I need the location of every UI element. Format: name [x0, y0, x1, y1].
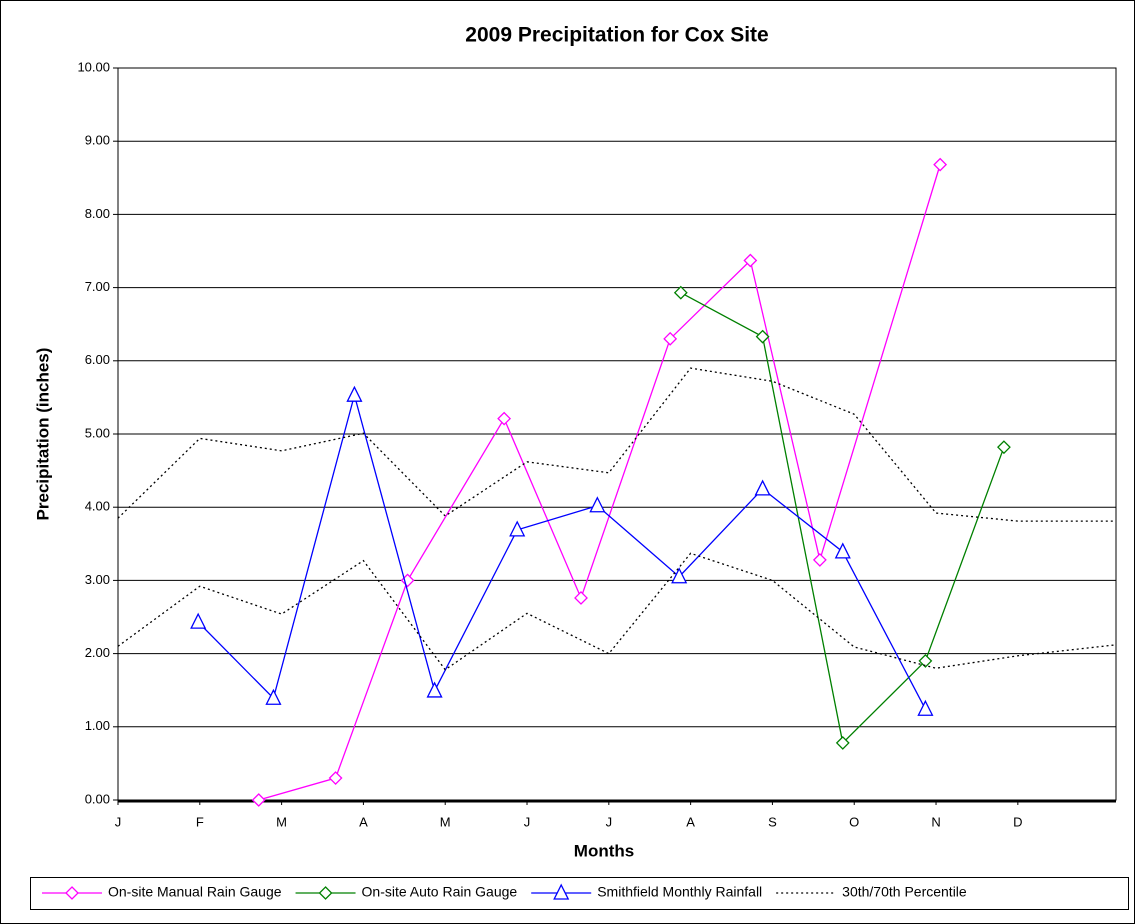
series-line [197, 392, 926, 710]
marker [426, 681, 443, 698]
x-tick-label: A [359, 814, 368, 829]
legend-marker [318, 886, 333, 900]
marker [589, 496, 606, 513]
marker [346, 385, 363, 402]
marker [328, 771, 343, 785]
marker [917, 699, 934, 716]
y-tick-label: 3.00 [85, 572, 110, 587]
y-tick-label: 1.00 [85, 718, 110, 733]
x-tick-label: F [196, 814, 204, 829]
x-tick-label: S [768, 814, 777, 829]
x-tick-label: O [849, 814, 859, 829]
legend-label: On-site Auto Rain Gauge [362, 884, 518, 900]
x-tick-label: M [440, 814, 451, 829]
marker [265, 688, 282, 705]
marker [251, 793, 266, 807]
chart-title: 2009 Precipitation for Cox Site [465, 24, 768, 47]
x-axis-title: Months [574, 841, 634, 860]
x-tick-label: J [606, 814, 613, 829]
legend-label: 30th/70th Percentile [842, 884, 967, 900]
legend-label: On-site Manual Rain Gauge [108, 884, 282, 900]
x-tick-label: A [686, 814, 695, 829]
marker [918, 654, 933, 668]
marker [673, 285, 688, 300]
y-tick-label: 0.00 [85, 791, 110, 806]
marker [755, 329, 770, 344]
marker [743, 253, 758, 268]
y-tick-label: 10.00 [77, 59, 110, 74]
marker [834, 542, 851, 559]
legend-label: Smithfield Monthly Rainfall [597, 884, 762, 900]
x-tick-label: J [115, 814, 122, 829]
y-tick-label: 9.00 [85, 133, 110, 148]
marker [671, 567, 688, 584]
y-axis-title: Precipitation (inches) [33, 348, 52, 521]
marker [754, 479, 771, 496]
y-tick-label: 8.00 [85, 206, 110, 221]
x-tick-label: N [931, 814, 940, 829]
marker [997, 440, 1011, 455]
y-tick-label: 4.00 [85, 499, 110, 514]
legend-marker [65, 886, 79, 900]
y-tick-label: 7.00 [85, 279, 110, 294]
marker [835, 735, 850, 750]
y-tick-label: 5.00 [85, 425, 110, 440]
marker [574, 591, 588, 605]
marker [497, 411, 512, 426]
x-tick-label: M [276, 814, 287, 829]
y-tick-label: 6.00 [85, 352, 110, 367]
marker [812, 552, 827, 567]
x-tick-label: D [1013, 814, 1022, 829]
x-tick-label: J [524, 814, 531, 829]
marker [190, 612, 207, 629]
marker [663, 331, 678, 346]
marker [509, 520, 526, 537]
legend-marker [553, 883, 570, 900]
marker [933, 157, 948, 172]
y-tick-label: 2.00 [85, 645, 110, 660]
